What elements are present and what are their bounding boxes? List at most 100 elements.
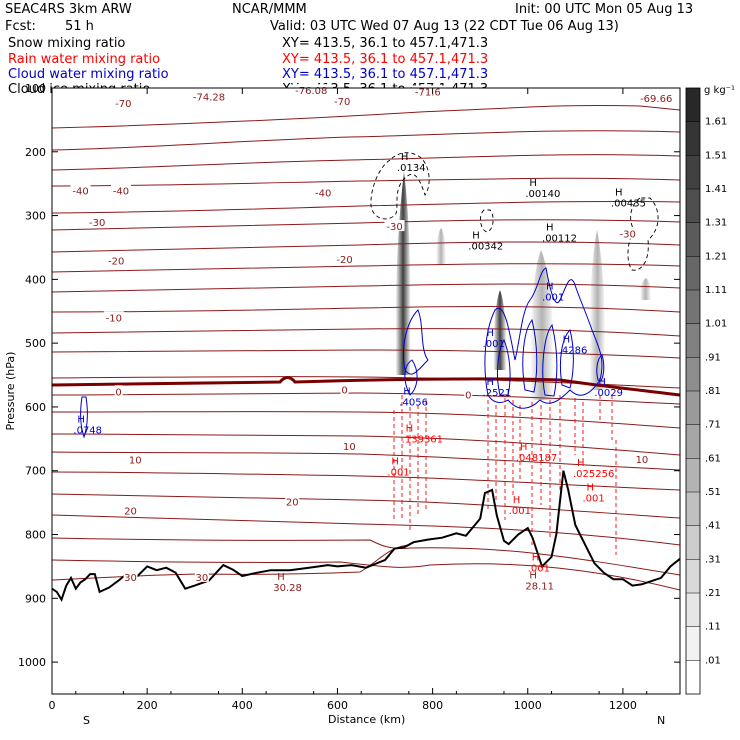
colorbar-tick-label: .81 bbox=[705, 386, 721, 397]
maximum-marker: H bbox=[406, 424, 414, 435]
isotherm-label-bg bbox=[110, 184, 131, 196]
maximum-value-label: .0748 bbox=[73, 426, 102, 437]
cloud-water-contour bbox=[484, 267, 603, 409]
colorbar-tick-label: .31 bbox=[705, 554, 721, 565]
isotherm-label-bg bbox=[411, 85, 444, 97]
maximum-marker: H bbox=[546, 223, 554, 234]
field-name-cloud-water: Cloud water mixing ratio bbox=[8, 67, 169, 82]
isotherm-label-bg bbox=[285, 495, 300, 507]
y-tick-label: 900 bbox=[25, 592, 46, 605]
colorbar-swatch bbox=[686, 525, 700, 560]
colorbar-swatch bbox=[686, 424, 700, 459]
colorbar-swatch bbox=[686, 626, 700, 661]
maximum-value-label: .001 bbox=[582, 493, 604, 504]
colorbar-tick-label: .51 bbox=[705, 487, 721, 498]
x-tick-label: 1000 bbox=[514, 699, 542, 712]
zero-degree-isotherm bbox=[51, 376, 681, 397]
colorbar-tick-label: 1.11 bbox=[705, 285, 727, 296]
isotherm-line bbox=[51, 104, 681, 129]
isotherm-line bbox=[51, 283, 681, 293]
plot-area bbox=[52, 88, 680, 694]
maximum-marker: H bbox=[403, 387, 411, 398]
isotherm-labels: -70 -70 -74.28 -76.08 -71.6 -69.66 -40 -40 -40 -3… bbox=[70, 84, 676, 584]
colorbar-tick-label: .11 bbox=[705, 622, 721, 633]
forecast-label: Fcst: bbox=[5, 19, 36, 34]
field-xy-snow: XY= 413.5, 36.1 to 457.1,471.3 bbox=[282, 36, 488, 51]
cloud-water-contour bbox=[596, 354, 605, 382]
snow-plume-5 bbox=[436, 228, 446, 265]
isotherm-line bbox=[51, 471, 681, 491]
isotherm-label-bg bbox=[334, 253, 355, 265]
maximum-value-label: .00112 bbox=[542, 234, 577, 245]
y-tick-label: 1000 bbox=[18, 656, 46, 669]
snow-plume-6 bbox=[640, 278, 651, 300]
isotherm-label-bg bbox=[190, 90, 228, 102]
maximum-marker: H bbox=[487, 328, 495, 339]
isotherm-label-bg bbox=[87, 216, 108, 228]
isotherm-label: -40 bbox=[113, 186, 129, 197]
colorbar-tick-label: .71 bbox=[705, 420, 721, 431]
maximum-value-label: .4056 bbox=[399, 398, 428, 409]
isotherm-line bbox=[51, 559, 681, 591]
maximum-marker: H bbox=[577, 458, 585, 469]
maximum-value-label: .0029 bbox=[594, 388, 623, 399]
cloud-water-contour bbox=[496, 338, 511, 396]
y-tick-label: 300 bbox=[25, 210, 46, 223]
cloud-ice-contour bbox=[480, 209, 494, 233]
colorbar-swatch bbox=[686, 256, 700, 291]
maximum-marker: H bbox=[77, 415, 85, 426]
maximum-value-label: .048187 bbox=[516, 453, 557, 464]
maximum-marker: H bbox=[615, 188, 623, 199]
isotherm-label-bg bbox=[637, 91, 676, 103]
field-name-rain: Rain water mixing ratio bbox=[8, 52, 160, 67]
maximum-marker: H bbox=[391, 457, 399, 468]
maximum-marker: H bbox=[520, 442, 528, 453]
isotherm-label: -30 bbox=[386, 222, 402, 233]
colorbar-tick-label: .61 bbox=[705, 453, 721, 464]
isotherm-label-bg bbox=[634, 452, 649, 464]
isotherm-label: -71.6 bbox=[415, 87, 441, 98]
cloud-water-contours bbox=[80, 267, 605, 439]
isotherm-label-bg bbox=[103, 311, 124, 323]
isotherm-label-bg bbox=[342, 440, 357, 452]
y-tick-label: 100 bbox=[25, 82, 46, 95]
colorbar-swatch bbox=[686, 458, 700, 493]
isotherm-line bbox=[51, 177, 681, 187]
isotherm-line bbox=[51, 392, 681, 405]
x-tick-label: 600 bbox=[327, 699, 348, 712]
colorbar-unit: g kg⁻¹ bbox=[704, 85, 735, 96]
maximum-marker: H bbox=[586, 482, 594, 493]
isotherm-label-bg bbox=[384, 220, 405, 232]
snow-shading bbox=[395, 172, 651, 400]
isotherm-line bbox=[51, 451, 681, 471]
isotherm-label-bg bbox=[464, 388, 473, 400]
isotherm-line bbox=[51, 200, 681, 214]
maximum-value-label: 28.11 bbox=[525, 581, 554, 592]
isotherm-label: -74.28 bbox=[193, 93, 225, 104]
isotherm-label-bg bbox=[123, 504, 138, 516]
maximum-marker: H bbox=[472, 230, 480, 241]
isotherm-label: -20 bbox=[336, 255, 352, 266]
isotherm-label-bg bbox=[123, 570, 138, 582]
x-tick-label: 200 bbox=[137, 699, 158, 712]
isotherm-label: -40 bbox=[72, 186, 88, 197]
isotherm-label: -10 bbox=[106, 313, 122, 324]
isotherm-label-bg bbox=[128, 453, 143, 465]
cloud-water-contour bbox=[559, 329, 574, 389]
terrain-surface-line bbox=[51, 470, 681, 602]
y-tick-label: 500 bbox=[25, 337, 46, 350]
snow-plume-4 bbox=[589, 230, 606, 390]
isotherm-label: 30 bbox=[124, 573, 137, 584]
center-label: NCAR/MMM bbox=[232, 2, 307, 17]
cloud-ice-contours bbox=[370, 152, 659, 271]
y-tick-label: 600 bbox=[25, 401, 46, 414]
isotherm-label: -70 bbox=[334, 97, 350, 108]
isotherm-line bbox=[51, 154, 681, 171]
model-title: SEAC4RS 3km ARW bbox=[5, 2, 132, 17]
colorbar-tick-label: .41 bbox=[705, 521, 721, 532]
isotherm-label-bg bbox=[114, 385, 123, 397]
maximum-value-label: .2521 bbox=[483, 388, 512, 399]
